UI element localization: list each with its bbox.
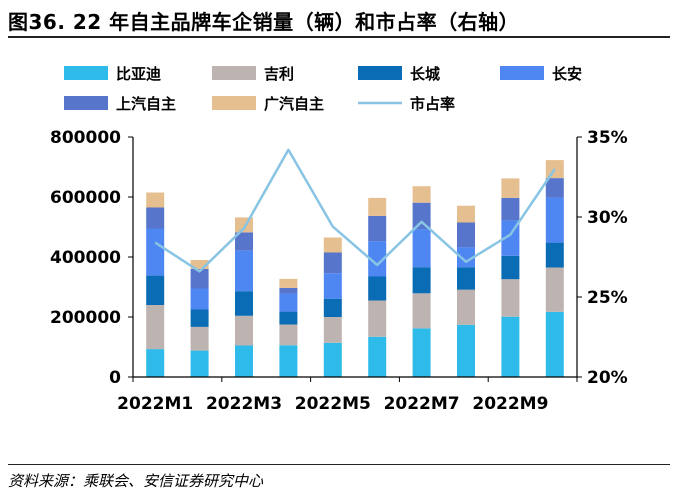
market-share-line — [154, 148, 556, 273]
bar-2022M2-s0 — [190, 350, 209, 377]
bar-2022M9-s1 — [501, 279, 520, 317]
bar-2022M6-s3 — [368, 241, 387, 277]
bar-2022M3-s3 — [235, 250, 253, 292]
x-tick-label: 2022M5 — [295, 394, 371, 414]
bar-2022M2-s4 — [190, 269, 209, 289]
bar-2022M2-s2 — [190, 309, 209, 327]
legend-label: 市占率 — [410, 95, 455, 113]
legend-label: 长安 — [552, 65, 582, 83]
bar-2022M3-s5 — [235, 217, 253, 233]
left-tick-label: 800000 — [50, 128, 121, 148]
bar-2022M2-s3 — [190, 288, 209, 310]
bar-2022M5-s0 — [323, 342, 342, 377]
bar-2022M8-s5 — [457, 205, 475, 223]
bar-2022M10-s3 — [545, 197, 564, 243]
left-tick-label: 0 — [109, 368, 121, 388]
x-tick-label: 2022M3 — [206, 394, 282, 414]
bar-2022M7-s1 — [412, 293, 431, 329]
figure-source: 资料来源：乘联会、安信证券研究中心 — [8, 472, 264, 490]
legend-swatch — [500, 66, 544, 80]
legend-label: 比亚迪 — [116, 65, 161, 83]
axes — [128, 136, 582, 382]
legend-swatch — [212, 66, 256, 80]
bar-2022M1-s2 — [146, 275, 165, 305]
bar-2022M5-s1 — [323, 317, 342, 343]
bar-2022M8-s1 — [457, 289, 475, 325]
bar-2022M1-s1 — [146, 305, 165, 350]
bar-2022M1-s4 — [146, 207, 165, 229]
bar-2022M5-s3 — [323, 273, 342, 299]
bar-2022M7-s5 — [412, 186, 431, 203]
bar-2022M5-s5 — [323, 237, 342, 253]
x-tick-label: 2022M7 — [384, 394, 460, 414]
left-tick-label: 600000 — [50, 188, 121, 208]
bar-2022M3-s0 — [235, 345, 253, 377]
bar-2022M4-s3 — [279, 293, 298, 312]
bar-2022M8-s4 — [457, 222, 475, 248]
figure-title: 图36. 22 年自主品牌车企销量（辆）和市占率（右轴） — [8, 10, 520, 34]
legend-swatch — [64, 96, 108, 110]
bars — [146, 160, 564, 377]
bar-2022M8-s3 — [457, 247, 475, 268]
bar-2022M9-s4 — [501, 197, 520, 221]
bar-2022M7-s2 — [412, 267, 431, 294]
right-tick-label: 35% — [587, 128, 628, 148]
bar-2022M8-s2 — [457, 267, 475, 290]
title-rule — [8, 36, 670, 38]
bar-2022M3-s2 — [235, 291, 253, 316]
share-line — [154, 148, 556, 273]
right-tick-label: 20% — [587, 368, 628, 388]
left-tick-label: 400000 — [50, 248, 121, 268]
right-tick-label: 30% — [587, 208, 628, 228]
bar-2022M4-s0 — [279, 345, 298, 377]
bar-2022M7-s4 — [412, 202, 431, 230]
bar-2022M9-s5 — [501, 178, 520, 198]
bar-2022M6-s2 — [368, 276, 387, 301]
legend-swatch — [64, 66, 108, 80]
bar-2022M3-s1 — [235, 315, 253, 346]
bar-2022M4-s2 — [279, 311, 298, 325]
right-tick-label: 25% — [587, 288, 628, 308]
bar-2022M1-s0 — [146, 349, 165, 377]
bar-2022M6-s5 — [368, 197, 387, 216]
bar-2022M9-s2 — [501, 255, 520, 280]
bar-2022M1-s5 — [146, 192, 165, 208]
x-tick-label: 2022M9 — [472, 394, 548, 414]
bar-2022M5-s2 — [323, 298, 342, 317]
bar-2022M10-s0 — [545, 311, 564, 377]
bar-2022M1-s3 — [146, 228, 165, 276]
bar-2022M3-s4 — [235, 232, 253, 251]
legend-label: 吉利 — [264, 65, 294, 83]
bar-2022M6-s0 — [368, 336, 387, 377]
legend-swatch — [358, 66, 402, 80]
bar-2022M9-s0 — [501, 316, 520, 377]
bar-2022M8-s0 — [457, 324, 475, 377]
bar-2022M5-s4 — [323, 252, 342, 274]
bar-2022M2-s1 — [190, 326, 209, 351]
legend-swatch — [212, 96, 256, 110]
bar-2022M10-s2 — [545, 242, 564, 268]
source-rule — [8, 464, 670, 465]
legend-label: 广汽自主 — [264, 95, 324, 113]
bar-2022M4-s1 — [279, 324, 298, 346]
bar-2022M10-s4 — [545, 178, 564, 198]
bar-2022M4-s5 — [279, 278, 298, 288]
bar-2022M7-s0 — [412, 328, 431, 377]
bar-2022M4-s4 — [279, 287, 298, 294]
tick-labels: 0 200000 400000 600000 800000 20% 25% 30% 35% 202… — [50, 128, 628, 414]
left-tick-label: 200000 — [50, 308, 121, 328]
bar-2022M6-s1 — [368, 300, 387, 337]
legend-label: 上汽自主 — [116, 95, 176, 113]
legend-label: 长城 — [410, 65, 440, 83]
bar-2022M2-s5 — [190, 260, 209, 269]
bar-2022M10-s1 — [545, 267, 564, 312]
bar-2022M7-s3 — [412, 229, 431, 268]
x-tick-label: 2022M1 — [117, 394, 193, 414]
bar-2022M6-s4 — [368, 215, 387, 242]
